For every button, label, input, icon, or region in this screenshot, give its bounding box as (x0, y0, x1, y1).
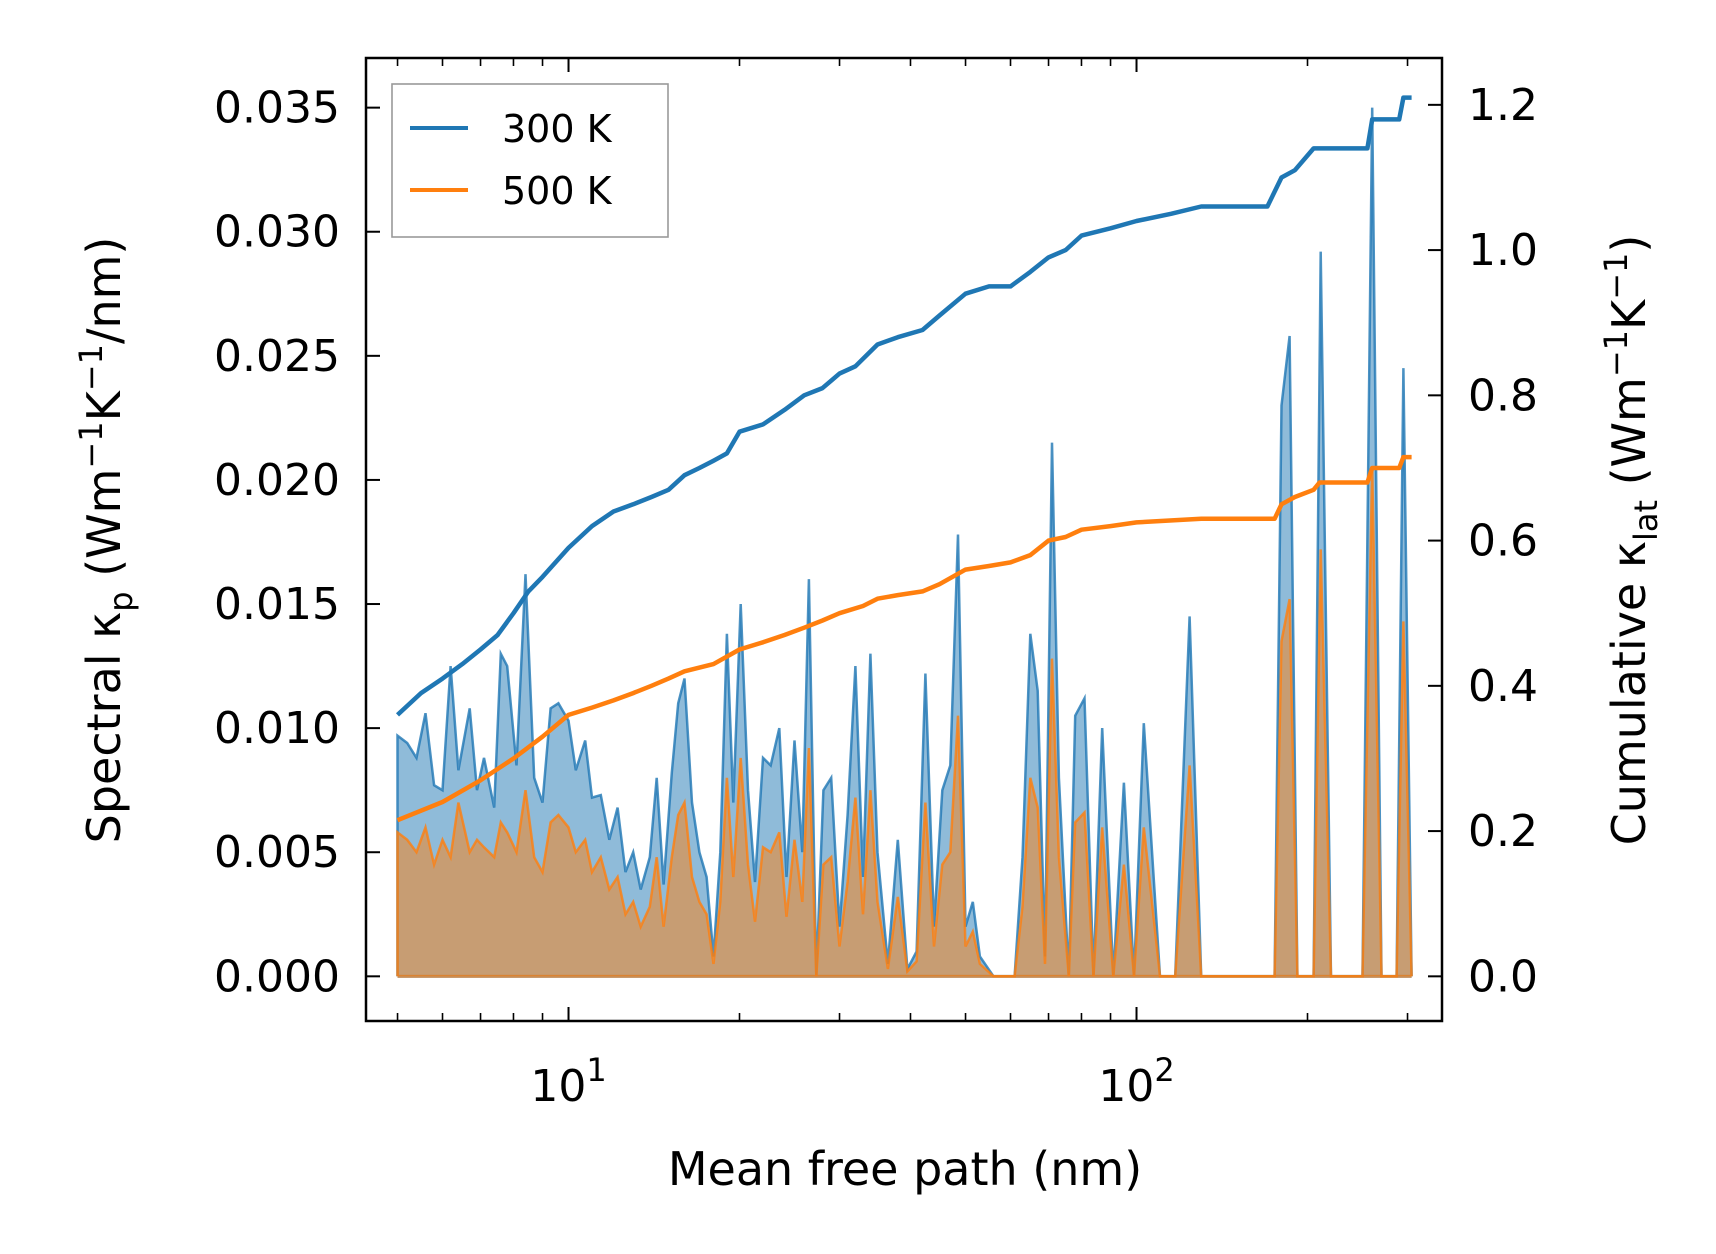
y-left-tick-label: 0.035 (214, 83, 340, 134)
legend-box (391, 83, 669, 238)
plot-frame (364, 56, 1444, 1023)
y-right-axis-title: Cumulative κlat (Wm−1K−1) (1597, 235, 1665, 846)
legend-label-500k: 500 K (502, 169, 613, 213)
cumulative-line-layer (395, 95, 1412, 823)
y-right-tick-label: 0.2 (1468, 806, 1538, 857)
y-left-tick-label: 0.030 (214, 207, 340, 258)
y-right-tick-label: 0.8 (1468, 370, 1538, 421)
legend-label-300k: 300 K (502, 107, 613, 151)
axes-layer: 101 1020.0000.0050.0100.0150.0200.0250.03… (214, 56, 1538, 1112)
spectral-fill-layer (396, 107, 1413, 978)
y-right-tick-label: 1.0 (1468, 225, 1538, 276)
y-left-tick-label: 0.000 (214, 951, 340, 1002)
y-left-axis-title: Spectral κp (Wm−1K−1/nm) (72, 237, 140, 844)
legend: 300 K 500 K (391, 83, 669, 238)
spectral-line-500k (396, 467, 1413, 978)
y-right-tick-label: 0.6 (1468, 516, 1538, 567)
y-left-tick-label: 0.005 (214, 827, 340, 878)
cumulative-line-500k (396, 454, 1412, 823)
y-right-tick-label: 0.4 (1468, 661, 1538, 712)
x-tick-label: 101 (530, 1051, 606, 1112)
y-left-tick-label: 0.025 (214, 331, 340, 382)
x-tick-label: 102 (1098, 1051, 1174, 1112)
y-left-tick-label: 0.015 (214, 579, 340, 630)
y-left-tick-label: 0.020 (214, 455, 340, 506)
spectral-line-300k (396, 107, 1413, 978)
spectral-area-500k (397, 467, 1412, 977)
x-axis-title: Mean free path (nm) (668, 1142, 1142, 1196)
y-left-tick-label: 0.010 (214, 703, 340, 754)
y-right-tick-label: 0.0 (1468, 951, 1538, 1002)
y-right-tick-label: 1.2 (1468, 80, 1538, 131)
cumulative-line-300k (395, 95, 1412, 717)
